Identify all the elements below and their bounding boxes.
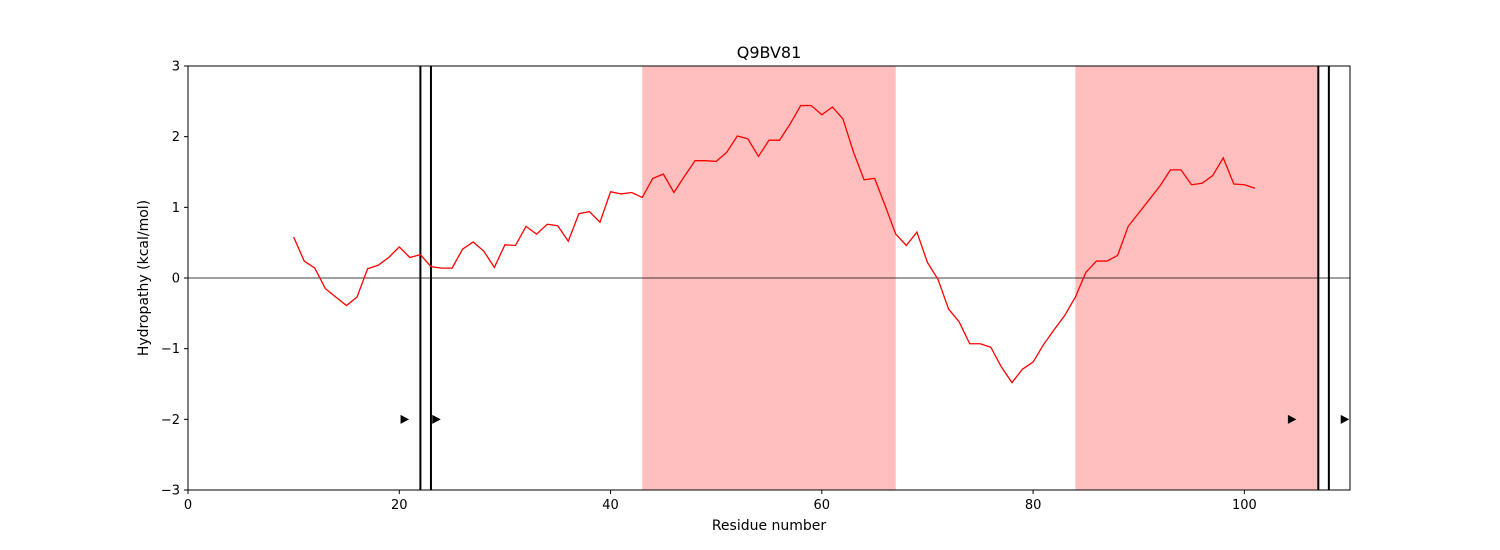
- arrow-marker: [1340, 414, 1350, 424]
- x-tick-label: 100: [1232, 498, 1257, 513]
- vertical-lines: [419, 66, 1330, 490]
- arrow-marker: [400, 414, 410, 424]
- hydropathy-line: [293, 104, 1256, 384]
- x-tick-label: 80: [1025, 498, 1042, 513]
- arrow-marker: [432, 414, 441, 424]
- x-tick-label: 0: [184, 498, 192, 513]
- arrow-marker: [1287, 414, 1297, 424]
- x-tick-label: 60: [814, 498, 831, 513]
- x-tick-label: 40: [602, 498, 619, 513]
- x-axis-ticks: 0 20 40 60 80 100: [184, 490, 1257, 513]
- chart-title: Q9BV81: [737, 43, 802, 62]
- y-tick-label: 0: [172, 272, 180, 287]
- series-group: [293, 104, 1256, 384]
- arrow-markers: [400, 414, 1350, 424]
- x-tick-label: 20: [391, 498, 408, 513]
- x-axis-label: Residue number: [712, 518, 827, 534]
- y-tick-label: −2: [161, 413, 180, 428]
- y-tick-label: 3: [172, 60, 180, 75]
- y-tick-label: 1: [172, 201, 180, 216]
- y-tick-label: −3: [161, 484, 180, 499]
- y-axis-label: Hydropathy (kcal/mol): [136, 200, 152, 356]
- y-tick-label: −1: [161, 342, 180, 357]
- y-tick-label: 2: [172, 130, 180, 145]
- y-axis-ticks: −3 −2 −1 0 1 2 3: [161, 60, 188, 499]
